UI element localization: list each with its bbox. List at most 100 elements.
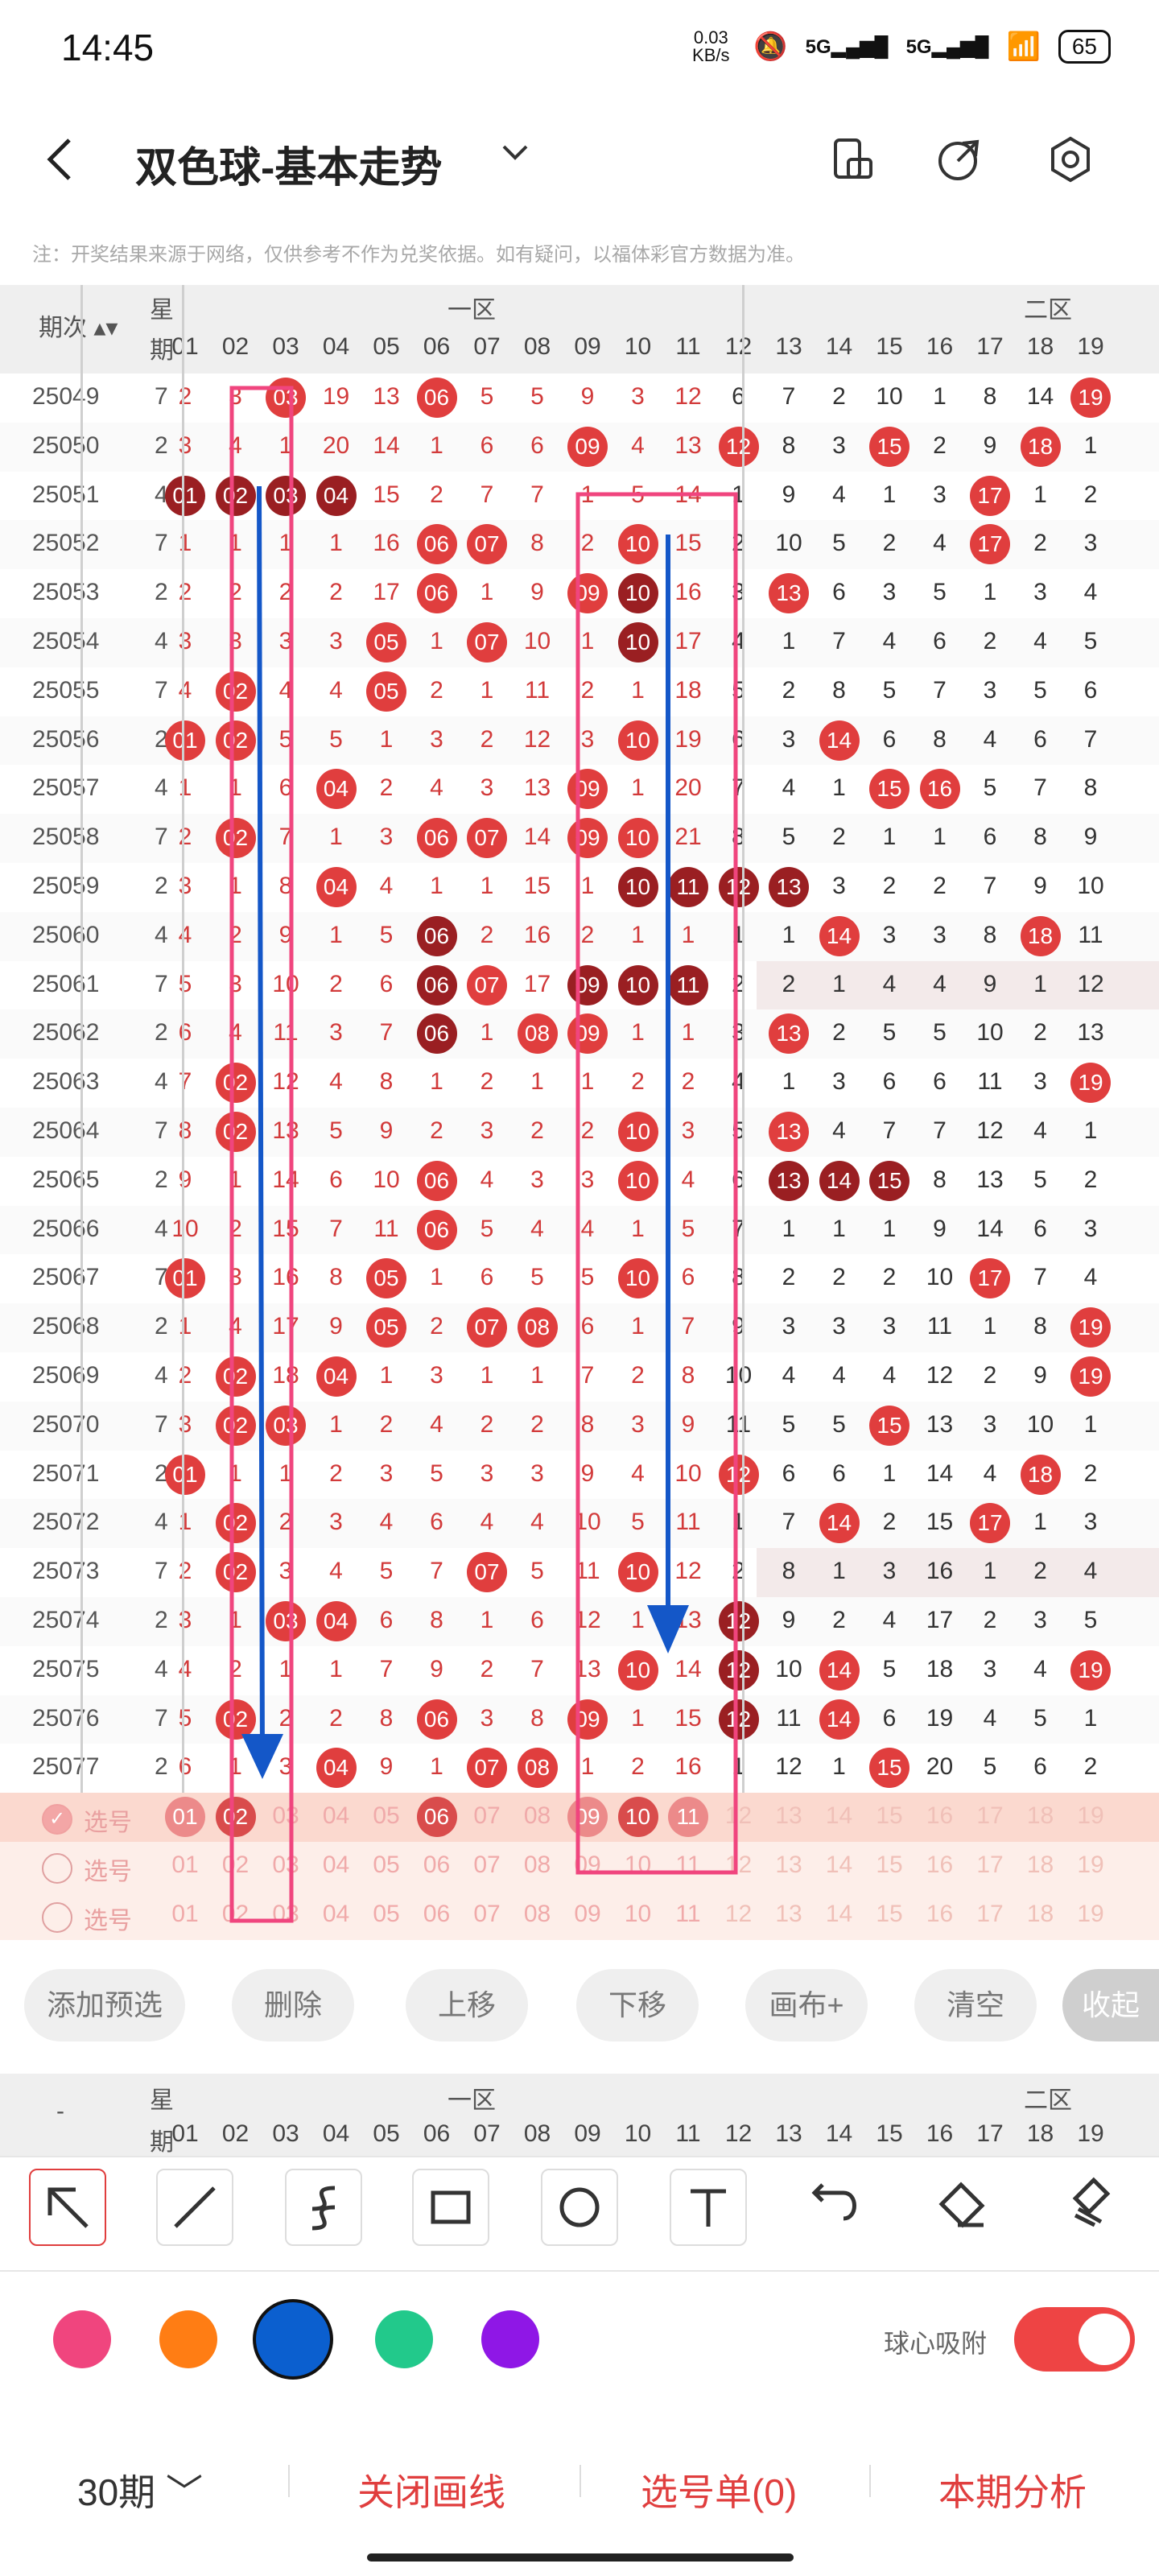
- miss-count[interactable]: 11: [977, 1068, 1003, 1096]
- miss-count[interactable]: 1: [480, 676, 494, 704]
- miss-count[interactable]: 2: [178, 1558, 192, 1585]
- select-number[interactable]: 14: [825, 1802, 853, 1830]
- number-header-15[interactable]: 15: [876, 333, 903, 360]
- number-ball[interactable]: 11: [668, 867, 708, 907]
- miss-count[interactable]: 10: [976, 1019, 1004, 1046]
- miss-count[interactable]: 1: [933, 383, 947, 410]
- miss-count[interactable]: 3: [681, 1117, 695, 1144]
- miss-count[interactable]: 8: [782, 1558, 796, 1585]
- week-cell[interactable]: 2: [155, 431, 168, 459]
- selected-ball[interactable]: 02: [215, 1797, 256, 1838]
- number-ball[interactable]: 13: [769, 573, 809, 614]
- circle-icon[interactable]: [541, 2169, 618, 2246]
- week-cell[interactable]: 2: [155, 579, 168, 606]
- number-ball[interactable]: 06: [416, 1699, 457, 1740]
- grid-header[interactable]: [0, 285, 1159, 374]
- miss-count[interactable]: 1: [782, 1068, 796, 1096]
- zone2-header[interactable]: 二区: [1024, 297, 1072, 324]
- number-ball[interactable]: 04: [316, 769, 357, 810]
- miss-count[interactable]: 5: [1033, 676, 1047, 704]
- miss-count[interactable]: 2: [329, 970, 343, 997]
- number-ball[interactable]: 02: [215, 1405, 256, 1446]
- number-ball[interactable]: 05: [366, 622, 406, 663]
- miss-count[interactable]: 12: [775, 1753, 802, 1781]
- miss-count[interactable]: 4: [832, 1117, 846, 1144]
- miss-count[interactable]: 8: [430, 1607, 443, 1633]
- select-number[interactable]: 05: [373, 1900, 400, 1927]
- miss-count[interactable]: 5: [782, 824, 796, 851]
- select-number[interactable]: 10: [624, 1900, 652, 1927]
- miss-count[interactable]: 17: [674, 628, 702, 654]
- miss-count[interactable]: 4: [379, 873, 394, 899]
- select-number[interactable]: 17: [976, 1802, 1004, 1830]
- select-number[interactable]: 09: [574, 1900, 601, 1927]
- miss-count[interactable]: 1: [832, 1558, 846, 1585]
- miss-count[interactable]: 17: [272, 1313, 299, 1340]
- week-cell[interactable]: 4: [155, 1509, 168, 1536]
- miss-count[interactable]: 1: [631, 1019, 645, 1046]
- miss-count[interactable]: 3: [278, 628, 293, 654]
- select-number[interactable]: 02: [221, 1852, 250, 1878]
- week-cell[interactable]: 7: [155, 970, 168, 997]
- number-header-05[interactable]: 05: [373, 333, 400, 360]
- miss-count[interactable]: 2: [178, 383, 192, 410]
- select-number[interactable]: 13: [775, 1852, 802, 1878]
- miss-count[interactable]: 1: [480, 1362, 494, 1389]
- number-header-15[interactable]: 15: [876, 2120, 903, 2147]
- select-number[interactable]: 07: [473, 1802, 501, 1830]
- miss-count[interactable]: 4: [430, 774, 443, 802]
- issue-cell[interactable]: 25057: [32, 774, 100, 802]
- miss-count[interactable]: 4: [882, 970, 897, 997]
- issue-cell[interactable]: 25055: [32, 676, 100, 704]
- miss-count[interactable]: 16: [373, 530, 400, 557]
- miss-count[interactable]: 4: [329, 676, 343, 704]
- number-header-04[interactable]: 04: [322, 2120, 350, 2147]
- miss-count[interactable]: 3: [1033, 1607, 1047, 1633]
- miss-count[interactable]: 1: [530, 1068, 544, 1096]
- issue-cell[interactable]: 25064: [32, 1117, 100, 1144]
- miss-count[interactable]: 1: [782, 921, 796, 948]
- color-orange[interactable]: [159, 2310, 217, 2368]
- select-number[interactable]: 18: [1026, 1802, 1054, 1830]
- miss-count[interactable]: 2: [1083, 1753, 1098, 1781]
- color-green[interactable]: [375, 2310, 433, 2368]
- miss-count[interactable]: 14: [926, 1459, 954, 1487]
- select-number[interactable]: 04: [322, 1852, 350, 1878]
- issue-cell[interactable]: 25050: [32, 431, 100, 459]
- issue-cell[interactable]: 25075: [32, 1655, 100, 1682]
- miss-count[interactable]: 4: [329, 1068, 343, 1096]
- miss-count[interactable]: 9: [379, 1753, 394, 1781]
- select-number[interactable]: 04: [322, 1802, 350, 1830]
- number-ball[interactable]: 14: [819, 720, 860, 761]
- zone1-header[interactable]: 一区: [448, 297, 496, 324]
- number-ball[interactable]: 10: [617, 524, 658, 565]
- miss-count[interactable]: 1: [480, 579, 494, 606]
- miss-count[interactable]: 2: [983, 628, 997, 654]
- miss-count[interactable]: 1: [379, 725, 394, 753]
- miss-count[interactable]: 3: [832, 1313, 846, 1340]
- miss-count[interactable]: 8: [379, 1068, 394, 1096]
- week-cell[interactable]: 7: [155, 1558, 168, 1585]
- select-number[interactable]: 12: [724, 1900, 753, 1927]
- miss-count[interactable]: 2: [1083, 1166, 1098, 1193]
- miss-count[interactable]: 1: [430, 628, 443, 654]
- miss-count[interactable]: 8: [329, 1264, 343, 1291]
- miss-count[interactable]: 9: [1033, 1362, 1047, 1389]
- canvas-plus-button[interactable]: 画布+: [745, 1969, 868, 2041]
- miss-count[interactable]: 5: [329, 725, 343, 753]
- miss-count[interactable]: 13: [926, 1410, 954, 1438]
- miss-count[interactable]: 9: [983, 970, 997, 997]
- miss-count[interactable]: 11: [373, 1215, 399, 1242]
- miss-count[interactable]: 2: [882, 530, 897, 557]
- curve-icon[interactable]: [285, 2169, 362, 2246]
- select-number[interactable]: 07: [473, 1900, 501, 1927]
- number-ball[interactable]: 10: [617, 1258, 658, 1299]
- number-ball[interactable]: 06: [416, 1013, 457, 1055]
- number-ball[interactable]: 07: [467, 622, 507, 663]
- miss-count[interactable]: 1: [329, 1655, 343, 1682]
- week-cell[interactable]: 7: [155, 530, 168, 557]
- number-header-17[interactable]: 17: [976, 333, 1004, 360]
- number-header-06[interactable]: 06: [423, 333, 451, 360]
- miss-count[interactable]: 1: [832, 970, 846, 997]
- select-number[interactable]: 07: [473, 1852, 501, 1878]
